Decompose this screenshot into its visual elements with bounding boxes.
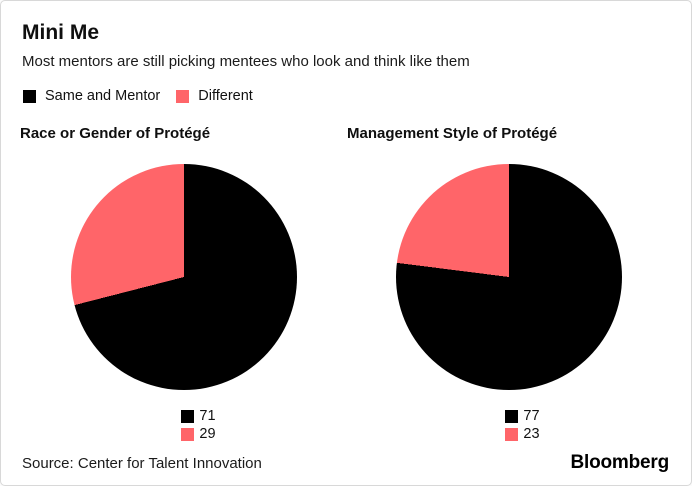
- value-label: 29: [199, 426, 216, 442]
- chart-title-race-or-gender: Race or Gender of Protégé: [20, 125, 211, 142]
- value-swatch-black-icon: [181, 409, 195, 423]
- legend-item-different: Different: [176, 88, 253, 104]
- chart-subtitle: Most mentors are still picking mentees w…: [22, 53, 470, 70]
- value-swatch-pink-icon: [181, 427, 195, 441]
- value-row-same: 71: [181, 407, 216, 425]
- value-row-same: 77: [505, 407, 540, 425]
- legend-label: Different: [198, 88, 253, 104]
- value-row-different: 23: [505, 425, 540, 443]
- chart-title-management-style: Management Style of Protégé: [347, 125, 558, 142]
- bloomberg-logo: Bloomberg: [570, 452, 670, 473]
- charts-row: Race or Gender of Protégé 71 29 Manageme…: [1, 126, 691, 443]
- source-note: Source: Center for Talent Innovation: [22, 455, 262, 472]
- legend-item-same-and-mentor: Same and Mentor: [23, 88, 160, 104]
- value-label: 23: [523, 426, 540, 442]
- footer: Source: Center for Talent Innovation Blo…: [22, 452, 669, 474]
- legend-label: Same and Mentor: [45, 88, 161, 104]
- pie-race-or-gender: [70, 164, 297, 390]
- chart-management-style: Management Style of Protégé 77 23: [346, 126, 691, 443]
- chart-race-or-gender: Race or Gender of Protégé 71 29: [1, 126, 346, 443]
- value-labels-race-or-gender: 71 29: [181, 407, 216, 443]
- value-label: 71: [199, 408, 216, 424]
- pie-management-style: [395, 164, 622, 390]
- value-swatch-black-icon: [505, 409, 519, 423]
- legend: Same and Mentor Different: [23, 88, 671, 104]
- legend-swatch-pink-icon: [176, 89, 190, 103]
- page-title: Mini Me: [22, 21, 99, 44]
- legend-swatch-black-icon: [23, 89, 36, 103]
- value-labels-management-style: 77 23: [505, 407, 540, 443]
- value-label: 77: [523, 408, 540, 424]
- value-row-different: 29: [181, 425, 216, 443]
- value-swatch-pink-icon: [505, 427, 519, 441]
